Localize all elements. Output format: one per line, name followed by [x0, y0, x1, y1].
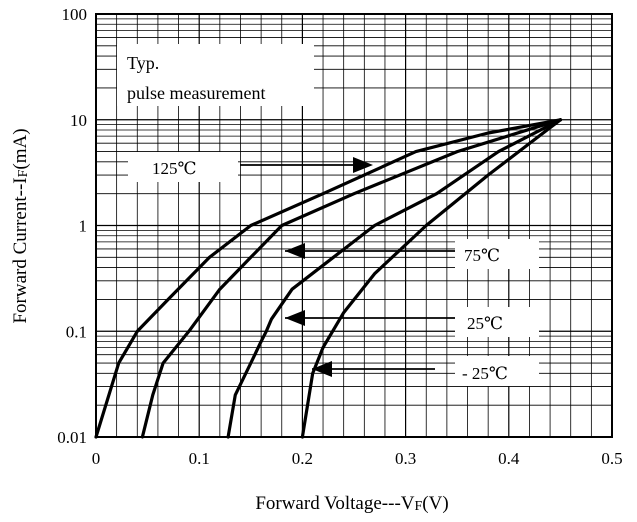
- x-tick-label: 0.1: [189, 449, 210, 468]
- series-label: 125℃: [152, 159, 197, 178]
- series-label: 25℃: [467, 314, 503, 333]
- annotation-line-2: pulse measurement: [127, 83, 265, 103]
- series-label-background: [455, 356, 539, 386]
- arrow-head: [285, 243, 305, 259]
- annotation-line-1: Typ.: [127, 53, 159, 73]
- y-axis-label-main: Forward Current--I: [10, 177, 31, 323]
- y-tick-label: 1: [79, 217, 88, 236]
- x-tick-label: 0: [92, 449, 101, 468]
- x-axis-label-subscript: F: [415, 499, 423, 514]
- arrow-head: [312, 361, 332, 377]
- y-tick-label: 10: [70, 111, 87, 130]
- x-tick-label: 0.4: [498, 449, 520, 468]
- x-tick-label: 0.2: [292, 449, 313, 468]
- series-label-background: [455, 239, 539, 269]
- series-label-background: [455, 307, 539, 337]
- series-label: 75℃: [464, 246, 500, 265]
- y-axis-label-subscript: F: [16, 169, 31, 177]
- series-labels: 125℃ 75℃ 25℃ - 25℃: [128, 152, 539, 386]
- x-axis-label-main: Forward Voltage---V: [255, 493, 414, 514]
- arrow-head: [285, 310, 305, 326]
- series-line-3: [300, 118, 563, 439]
- annotation-background: [117, 44, 314, 106]
- annotation-box: Typ. pulse measurement: [117, 44, 314, 106]
- y-tick-label: 0.01: [57, 428, 87, 447]
- x-tick-label: 0.5: [601, 449, 622, 468]
- x-axis-label-unit: (V): [422, 493, 448, 514]
- tick-labels: 0 0.1 0.2 0.3 0.4 0.5 0.01 0.1 1 10 100: [57, 5, 622, 468]
- arrow-head: [353, 157, 373, 173]
- x-tick-label: 0.3: [395, 449, 416, 468]
- series-line-2: [226, 118, 563, 439]
- series-label-background: [128, 152, 238, 182]
- series-line-1: [140, 118, 563, 439]
- y-axis-label-unit: (mA): [10, 128, 31, 169]
- y-axis-label: Forward Current--IF(mA): [10, 128, 31, 323]
- y-tick-label: 0.1: [66, 322, 87, 341]
- x-axis-label: Forward Voltage---VF(V): [255, 493, 448, 514]
- plot-frame: [95, 13, 613, 438]
- series-line-0: [94, 118, 563, 439]
- y-tick-label: 100: [62, 5, 88, 24]
- series-label: - 25℃: [462, 364, 508, 383]
